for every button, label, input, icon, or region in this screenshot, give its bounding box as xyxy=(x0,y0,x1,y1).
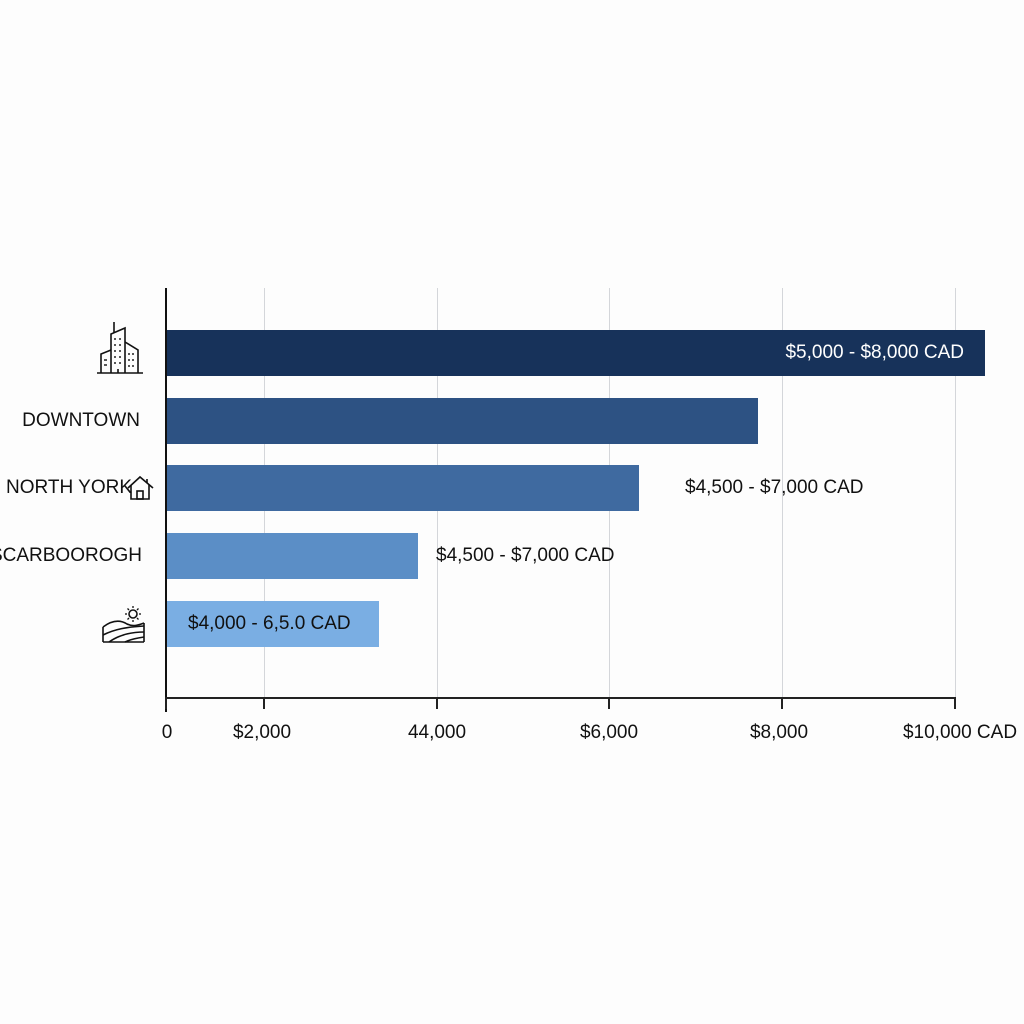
x-tick-8000 xyxy=(781,697,783,709)
gridline-8000 xyxy=(782,288,783,698)
bar-label-north-york: $4,500 - $7,000 CAD xyxy=(685,477,864,498)
x-tick-label-6000: $6,000 xyxy=(579,722,639,743)
x-tick-4000 xyxy=(436,697,438,709)
category-label-north-york: NORTH YORK xyxy=(6,477,132,498)
x-tick-label-0: 0 xyxy=(161,722,173,743)
x-tick-label-2000: $2,000 xyxy=(232,722,292,743)
x-tick-6000 xyxy=(608,697,610,709)
category-label-downtown: DOWNTOWN xyxy=(22,410,140,431)
x-tick-label-4000: 44,000 xyxy=(407,722,467,743)
bar-label-city: $5,000 - $8,000 CAD xyxy=(785,342,964,363)
category-label-scarborough: SCARBOOROGH xyxy=(0,545,142,566)
landscape-sun-icon xyxy=(102,606,145,643)
bar-label-scarborough: $4,500 - $7,000 CAD xyxy=(436,545,615,566)
x-axis xyxy=(165,697,956,699)
house-icon xyxy=(127,475,154,500)
bar-scarborough xyxy=(167,533,418,579)
buildings-icon xyxy=(97,322,143,374)
x-tick-10000 xyxy=(954,697,956,709)
x-tick-label-10000: $10,000 CAD xyxy=(902,722,1018,743)
gridline-10000 xyxy=(955,288,956,698)
x-tick-label-8000: $8,000 xyxy=(749,722,809,743)
bar-city xyxy=(167,330,985,376)
bar-label-landscape: $4,000 - 6,5.0 CAD xyxy=(188,613,351,634)
y-axis xyxy=(165,288,167,712)
x-tick-2000 xyxy=(263,697,265,709)
bar-north-york xyxy=(167,465,639,511)
bar-landscape xyxy=(167,601,379,647)
bar-downtown xyxy=(167,398,758,444)
x-tick-0 xyxy=(165,697,167,709)
